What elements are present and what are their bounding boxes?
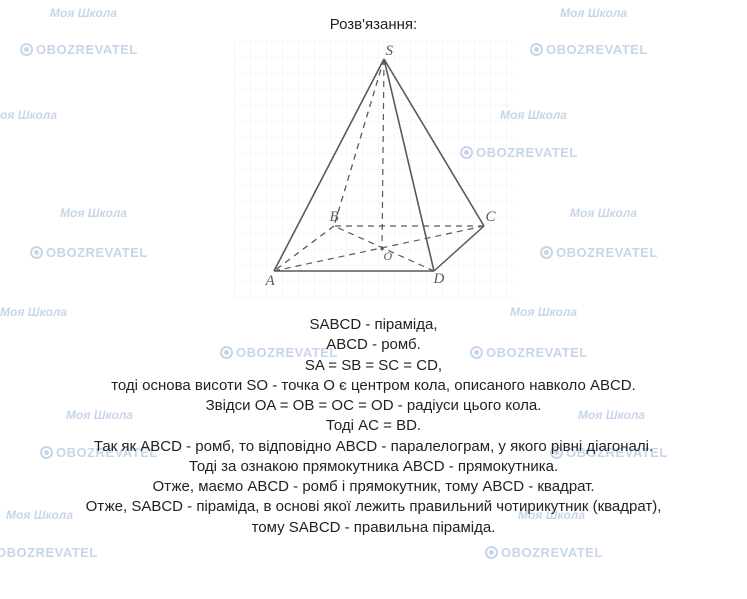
vertex-label-a: A xyxy=(266,273,275,290)
vertex-label-c: C xyxy=(486,209,496,226)
solution-title: Розв'язання: xyxy=(330,16,417,33)
solution-line: Так як ABCD - ромб, то відповідно ABCD -… xyxy=(86,437,662,457)
solution-line: SA = SB = SC = CD, xyxy=(86,356,662,376)
document-content: Розв'язання: xyxy=(0,0,747,599)
vertex-label-o: O xyxy=(384,249,393,264)
pyramid-figure: S A B C D O xyxy=(234,41,514,301)
solution-line: тоді основа висоти SO - точка О є центро… xyxy=(86,376,662,396)
vertex-label-d: D xyxy=(434,271,445,288)
solution-line: Тоді за ознакою прямокутника ABCD - прям… xyxy=(86,457,662,477)
solution-line: Отже, SABCD - піраміда, в основі якої ле… xyxy=(86,497,662,517)
solution-line: тому SABCD - правильна піраміда. xyxy=(86,518,662,538)
solution-line: ABCD - ромб. xyxy=(86,335,662,355)
solution-line: SABCD - піраміда, xyxy=(86,315,662,335)
pyramid-drawing xyxy=(234,41,514,301)
solution-text: SABCD - піраміда, ABCD - ромб. SA = SB =… xyxy=(86,315,662,538)
vertex-label-b: B xyxy=(330,209,339,226)
solution-line: Отже, маємо ABCD - ромб і прямокутник, т… xyxy=(86,477,662,497)
solution-line: Звідси OA = OB = OC = OD - радіуси цього… xyxy=(86,396,662,416)
solution-line: Тоді AC = BD. xyxy=(86,416,662,436)
vertex-label-s: S xyxy=(386,43,394,60)
